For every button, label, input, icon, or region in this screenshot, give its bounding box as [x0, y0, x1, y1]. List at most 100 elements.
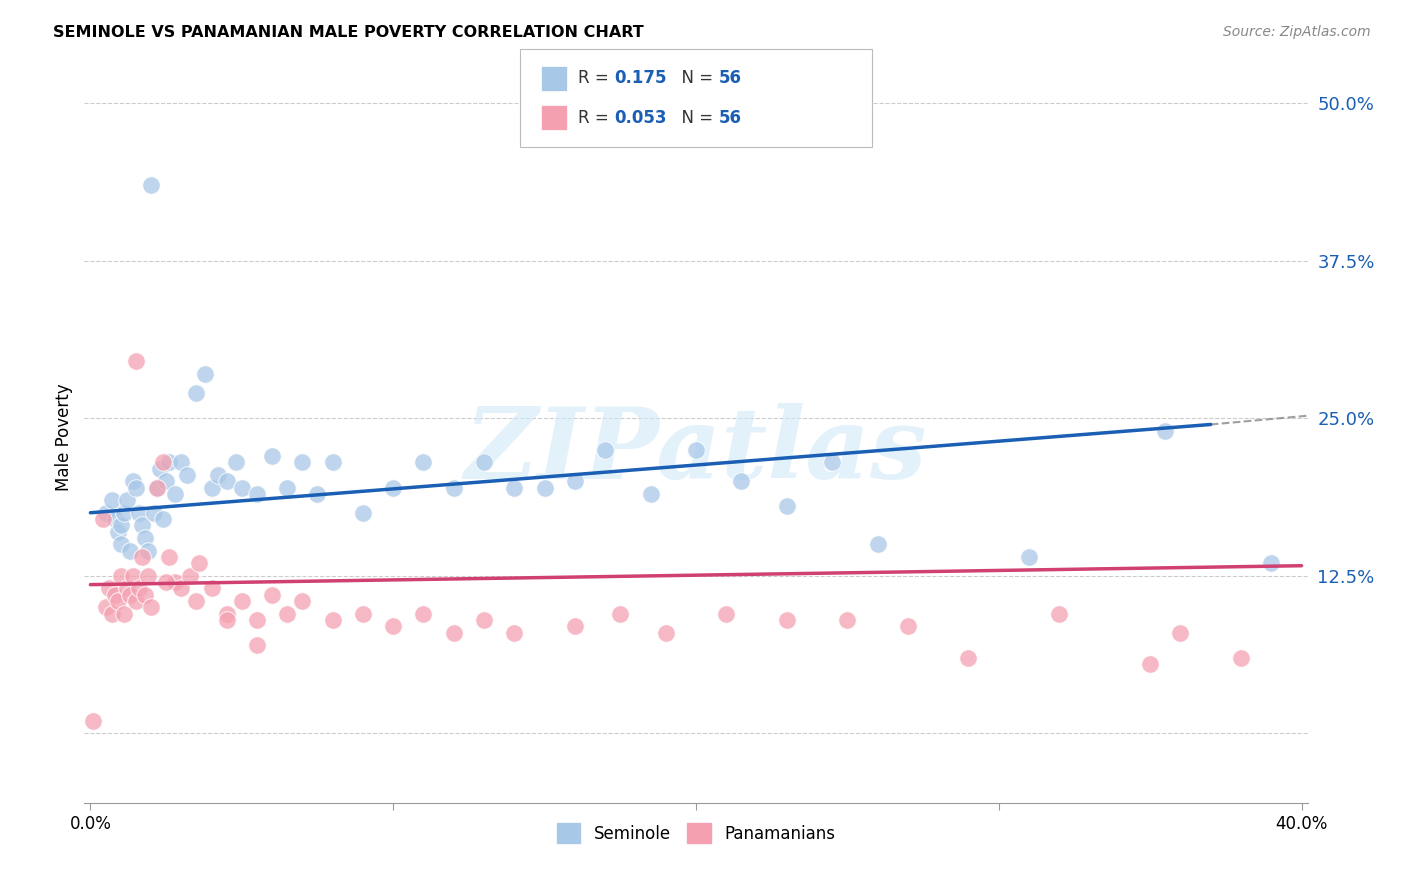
Point [188, 556, 211, 570]
Text: 56: 56 [718, 70, 741, 87]
Point [897, 619, 920, 633]
Text: N =: N = [671, 109, 718, 127]
Point [609, 607, 631, 621]
Point [276, 481, 298, 495]
Point [215, 613, 238, 627]
Point [125, 481, 148, 495]
Point [837, 613, 859, 627]
Point [776, 500, 799, 514]
Text: R =: R = [578, 70, 614, 87]
Point [472, 455, 495, 469]
Point [291, 594, 314, 608]
Text: Source: ZipAtlas.com: Source: ZipAtlas.com [1223, 25, 1371, 39]
Point [1230, 650, 1253, 665]
Point [165, 487, 187, 501]
Point [118, 588, 141, 602]
Point [215, 607, 238, 621]
Point [231, 481, 253, 495]
Point [128, 506, 150, 520]
Point [276, 607, 298, 621]
Point [322, 455, 344, 469]
Point [503, 625, 526, 640]
Point [100, 607, 122, 621]
Point [152, 512, 174, 526]
Point [110, 569, 132, 583]
Point [564, 619, 586, 633]
Point [134, 531, 156, 545]
Point [730, 474, 752, 488]
Point [685, 442, 707, 457]
Point [533, 481, 555, 495]
Point [82, 714, 104, 728]
Point [170, 582, 193, 596]
Point [97, 582, 120, 596]
Point [246, 487, 269, 501]
Point [262, 449, 284, 463]
Point [1154, 424, 1177, 438]
Point [146, 481, 169, 495]
Point [170, 455, 193, 469]
Point [152, 455, 174, 469]
Point [352, 506, 374, 520]
Point [139, 600, 162, 615]
Point [231, 594, 253, 608]
Point [94, 600, 117, 615]
Point [115, 582, 138, 596]
Text: ZIPatlas: ZIPatlas [465, 403, 927, 500]
Point [200, 582, 222, 596]
Point [1139, 657, 1161, 671]
Text: N =: N = [671, 70, 718, 87]
Point [155, 575, 177, 590]
Point [186, 594, 208, 608]
Point [412, 607, 434, 621]
Point [157, 549, 180, 564]
Point [472, 613, 495, 627]
Point [165, 575, 187, 590]
Point [443, 625, 465, 640]
Point [593, 442, 616, 457]
Point [131, 549, 153, 564]
Point [564, 474, 586, 488]
Point [186, 386, 208, 401]
Point [131, 518, 153, 533]
Point [94, 506, 117, 520]
Point [107, 524, 129, 539]
Point [307, 487, 329, 501]
Point [654, 625, 676, 640]
Point [246, 613, 269, 627]
Point [128, 582, 150, 596]
Point [291, 455, 314, 469]
Point [146, 481, 169, 495]
Point [149, 461, 172, 475]
Point [640, 487, 662, 501]
Point [1047, 607, 1070, 621]
Point [115, 493, 138, 508]
Text: 0.175: 0.175 [614, 70, 666, 87]
Point [776, 613, 799, 627]
Point [262, 588, 284, 602]
Point [118, 543, 141, 558]
Text: 0.053: 0.053 [614, 109, 666, 127]
Point [957, 650, 980, 665]
Point [821, 455, 844, 469]
Point [200, 481, 222, 495]
Point [143, 506, 166, 520]
Point [136, 543, 159, 558]
Point [155, 474, 177, 488]
Point [179, 569, 201, 583]
Point [136, 569, 159, 583]
Y-axis label: Male Poverty: Male Poverty [55, 384, 73, 491]
Point [382, 481, 405, 495]
Point [322, 613, 344, 627]
Point [443, 481, 465, 495]
Point [246, 638, 269, 652]
Point [1018, 549, 1040, 564]
Point [125, 594, 148, 608]
Point [503, 481, 526, 495]
Point [139, 178, 162, 192]
Point [112, 506, 135, 520]
Point [104, 512, 127, 526]
Point [207, 467, 229, 482]
Point [176, 467, 198, 482]
Point [215, 474, 238, 488]
